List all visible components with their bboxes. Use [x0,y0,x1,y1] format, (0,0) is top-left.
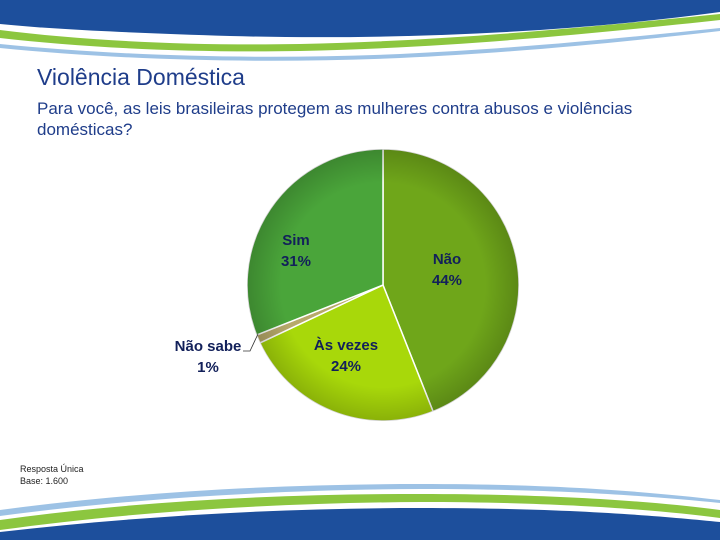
slice-label: Não sabe 1% [175,336,242,378]
footnote-response-type: Resposta Única [20,464,84,474]
slice-label-value: 31% [280,253,312,270]
slice-label-name: Sim [282,232,310,249]
slice-label-name: Às vezes [313,337,379,354]
slice-label-value: 1% [197,359,219,376]
slice-label-value: 24% [330,358,362,375]
slice-label: Não 44% [432,249,462,291]
header-swoosh-decoration [0,0,720,61]
page-subtitle: Para você, as leis brasileiras protegem … [37,99,633,139]
page-title: Violência Doméstica [37,64,245,90]
slice-label-name: Não sabe [174,338,242,355]
leader-line-nao-sabe [243,333,259,352]
footnote-base: Base: 1.600 [20,476,69,486]
slice-label: Às vezes 24% [314,335,378,377]
slice-label-name: Não [432,251,462,268]
footer-swoosh-decoration [0,484,720,540]
slice-label-value: 44% [431,272,463,289]
slice-label: Sim 31% [281,230,311,272]
